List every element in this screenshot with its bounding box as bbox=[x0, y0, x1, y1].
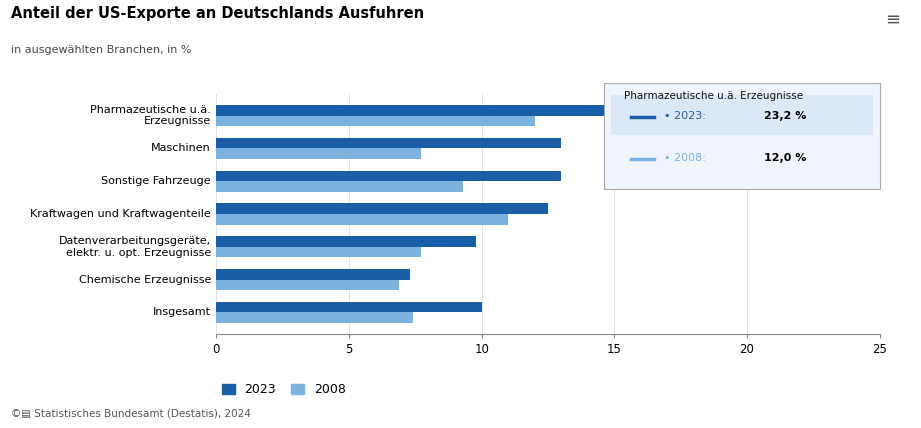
FancyBboxPatch shape bbox=[611, 95, 873, 135]
Bar bbox=[216, 312, 413, 323]
Bar bbox=[216, 149, 421, 159]
Bar bbox=[216, 214, 508, 225]
Bar bbox=[216, 203, 548, 214]
Bar bbox=[216, 247, 421, 257]
Text: Pharmazeutische u.ä. Erzeugnisse: Pharmazeutische u.ä. Erzeugnisse bbox=[624, 91, 803, 101]
Bar bbox=[216, 302, 482, 312]
Bar bbox=[216, 116, 535, 126]
Text: Anteil der US-Exporte an Deutschlands Ausfuhren: Anteil der US-Exporte an Deutschlands Au… bbox=[11, 6, 425, 21]
Text: ≡: ≡ bbox=[886, 11, 901, 29]
Legend: 2023, 2008: 2023, 2008 bbox=[222, 383, 345, 396]
Bar bbox=[216, 269, 410, 279]
Bar bbox=[216, 138, 561, 149]
Text: • 2023:: • 2023: bbox=[664, 111, 709, 122]
FancyBboxPatch shape bbox=[604, 83, 880, 189]
Text: ©▤ Statistisches Bundesamt (Destatis), 2024: ©▤ Statistisches Bundesamt (Destatis), 2… bbox=[11, 409, 251, 419]
Bar bbox=[216, 236, 476, 247]
Bar bbox=[216, 279, 400, 290]
Bar bbox=[216, 105, 832, 116]
Text: • 2008:: • 2008: bbox=[664, 153, 709, 163]
Text: in ausgewählten Branchen, in %: in ausgewählten Branchen, in % bbox=[11, 45, 192, 55]
Bar bbox=[216, 171, 561, 181]
Bar bbox=[216, 181, 463, 192]
Text: 23,2 %: 23,2 % bbox=[764, 111, 806, 122]
Text: 12,0 %: 12,0 % bbox=[764, 153, 806, 163]
